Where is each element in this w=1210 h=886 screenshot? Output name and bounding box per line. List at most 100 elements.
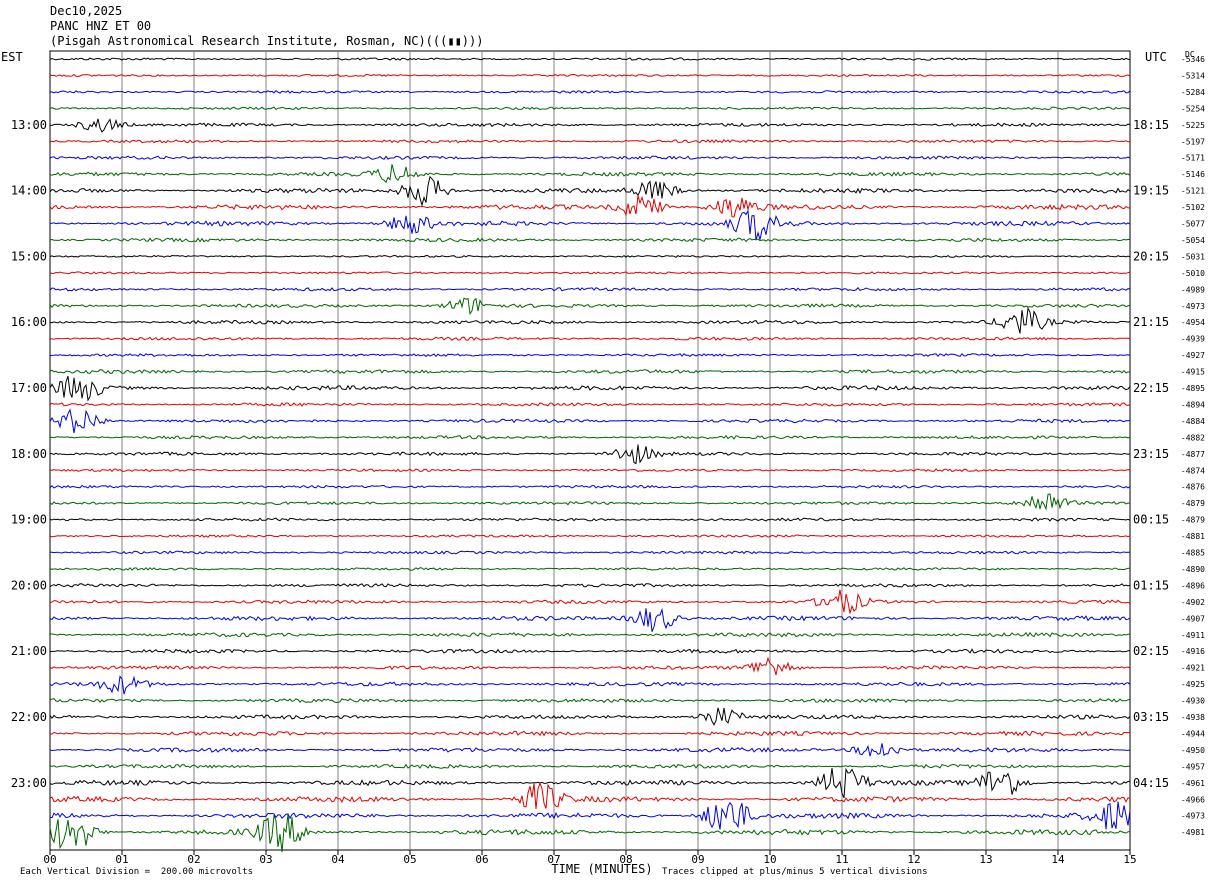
- dc-offset-label: -4925: [1181, 680, 1205, 689]
- right-hour-label: 03:15: [1133, 710, 1169, 724]
- x-tick-label: 14: [1051, 853, 1065, 866]
- trace-row: [49, 468, 1131, 473]
- trace-row: [49, 90, 1131, 94]
- x-tick-label: 00: [43, 853, 56, 866]
- trace-row: [49, 57, 1131, 61]
- x-tick-label: 08: [619, 853, 632, 866]
- left-hour-label: 19:00: [11, 513, 47, 527]
- trace-row: [49, 237, 1131, 243]
- trace-row: [49, 484, 1131, 489]
- scale-note: Each Vertical Division = 200.00 microvol…: [20, 867, 253, 877]
- x-tick-label: 02: [187, 853, 200, 866]
- dc-offset-label: -4895: [1181, 384, 1205, 393]
- x-tick-label: 05: [403, 853, 416, 866]
- trace-row: [49, 73, 1131, 78]
- trace-row: [49, 781, 1131, 809]
- trace-row: [49, 550, 1131, 555]
- dc-offset-label: -4921: [1181, 664, 1205, 673]
- x-tick-label: 07: [547, 853, 560, 866]
- trace-row: [49, 631, 1131, 638]
- trace-row: [49, 743, 1131, 757]
- right-hour-label: 20:15: [1133, 249, 1169, 263]
- dc-offset-label: -4907: [1181, 614, 1205, 623]
- left-hour-label: 14:00: [11, 184, 47, 198]
- trace-row: [49, 814, 1131, 853]
- left-hour-label: 18:00: [11, 447, 47, 461]
- dc-offset-label: -4916: [1181, 647, 1205, 656]
- right-axis-title: UTC: [1145, 50, 1167, 64]
- right-hour-label: 21:15: [1133, 315, 1169, 329]
- dc-offset-label: -4874: [1181, 466, 1205, 475]
- date-label: Dec10,2025: [50, 4, 123, 18]
- trace-row: [49, 209, 1131, 241]
- x-tick-label: 06: [475, 853, 488, 866]
- right-hour-label: 02:15: [1133, 644, 1169, 658]
- dc-offset-label: -4879: [1181, 516, 1205, 525]
- right-hour-label: 18:15: [1133, 118, 1169, 132]
- location-label: (Pisgah Astronomical Research Institute,…: [50, 34, 484, 48]
- dc-offset-label: -5314: [1181, 71, 1205, 80]
- left-hour-label: 15:00: [11, 249, 47, 263]
- dc-offset-label: -4876: [1181, 483, 1205, 492]
- dc-offset-label: -5102: [1181, 203, 1205, 212]
- dc-offset-label: -4966: [1181, 795, 1205, 804]
- trace-row: [49, 402, 1131, 407]
- trace-row: [49, 656, 1131, 676]
- dc-offset-label: -4884: [1181, 417, 1205, 426]
- dc-offset-label: -4938: [1181, 713, 1205, 722]
- left-hour-label: 22:00: [11, 710, 47, 724]
- dc-offset-label: -5121: [1181, 187, 1205, 196]
- left-hour-label: 16:00: [11, 315, 47, 329]
- trace-row: [49, 763, 1131, 769]
- right-hour-label: 01:15: [1133, 578, 1169, 592]
- dc-offset-label: -4877: [1181, 450, 1205, 459]
- trace-row: [49, 254, 1131, 258]
- trace-row: [49, 493, 1131, 511]
- dc-offset-label: -5010: [1181, 269, 1205, 278]
- trace-row: [49, 287, 1131, 292]
- dc-offset-label: -4915: [1181, 368, 1205, 377]
- dc-title: DC: [1185, 50, 1195, 59]
- clip-note: Traces clipped at plus/minus 5 vertical …: [662, 867, 928, 877]
- x-tick-label: 11: [835, 853, 848, 866]
- dc-offset-label: -4954: [1181, 318, 1205, 327]
- dc-offset-label: -4927: [1181, 351, 1205, 360]
- x-tick-label: 10: [763, 853, 776, 866]
- right-hour-label: 23:15: [1133, 447, 1169, 461]
- dc-offset-label: -5197: [1181, 137, 1205, 146]
- dc-offset-label: -4957: [1181, 762, 1205, 771]
- trace-row: [49, 648, 1131, 654]
- x-axis-title: TIME (MINUTES): [551, 862, 652, 876]
- left-axis-title: EST: [1, 50, 23, 64]
- x-tick-label: 12: [907, 853, 920, 866]
- trace-row: [49, 607, 1131, 632]
- dc-offset-label: -4981: [1181, 828, 1205, 837]
- left-hour-label: 21:00: [11, 644, 47, 658]
- left-hour-label: 23:00: [11, 776, 47, 790]
- trace-row: [49, 155, 1131, 160]
- trace-row: [49, 801, 1131, 830]
- trace-row: [49, 730, 1130, 737]
- x-tick-label: 01: [115, 853, 128, 866]
- dc-offset-label: -4879: [1181, 499, 1205, 508]
- trace-row: [49, 675, 1131, 695]
- dc-offset-label: -4902: [1181, 598, 1205, 607]
- trace-row: [49, 118, 1131, 133]
- dc-offset-label: -4882: [1181, 433, 1205, 442]
- dc-offset-label: -4911: [1181, 631, 1205, 640]
- dc-offset-label: -4885: [1181, 549, 1205, 558]
- trace-row: [49, 175, 1131, 207]
- trace-row: [49, 698, 1130, 704]
- dc-offset-label: -5054: [1181, 236, 1205, 245]
- dc-offset-label: -4973: [1181, 302, 1205, 311]
- dc-offset-label: -4989: [1181, 285, 1205, 294]
- x-tick-label: 09: [691, 853, 704, 866]
- dc-offset-label: -4930: [1181, 697, 1205, 706]
- trace-row: [49, 353, 1131, 358]
- left-hour-label: 20:00: [11, 578, 47, 592]
- dc-offset-label: -5077: [1181, 220, 1205, 229]
- trace-row: [49, 567, 1131, 571]
- right-hour-label: 04:15: [1133, 776, 1169, 790]
- right-hour-label: 00:15: [1133, 513, 1169, 527]
- dc-offset-label: -5031: [1181, 252, 1205, 261]
